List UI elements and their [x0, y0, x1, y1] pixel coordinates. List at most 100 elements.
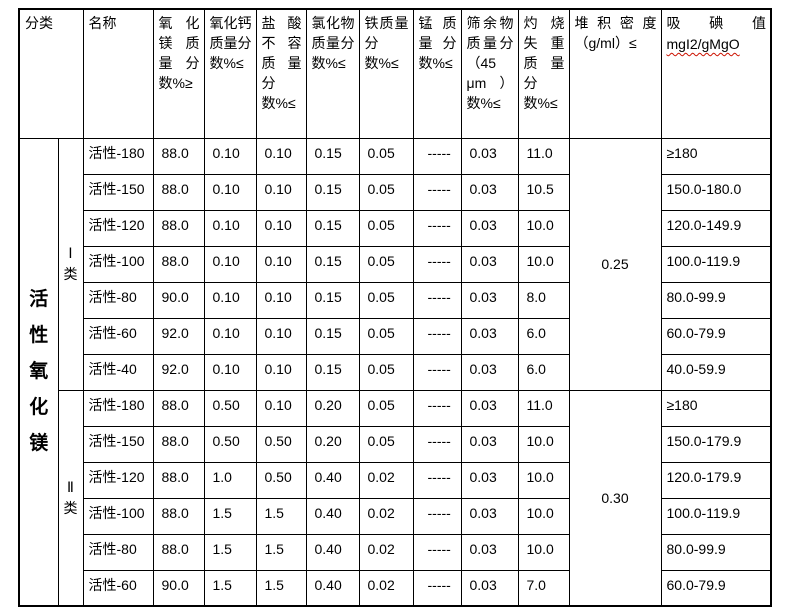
header-cao: 氧化钙质量分数%≤: [203, 8, 257, 139]
cell-sieve: 0.03: [460, 173, 519, 211]
header-loss-label: 灼烧失重质量分数%≤: [523, 15, 565, 111]
cell-mgo: 88.0: [152, 173, 205, 211]
header-cao-label: 氧化钙质量分数%≤: [209, 15, 252, 71]
header-sieve-residue: 筛余物质量分（45 μm）数%≤: [460, 8, 519, 139]
cell-sieve: 0.03: [460, 281, 519, 319]
cell-iodine: 150.0-180.0: [660, 173, 772, 211]
cell-iodine: 120.0-179.9: [660, 461, 772, 499]
header-iron-label: 铁质量分数%≤: [364, 15, 409, 71]
cell-loss: 10.0: [517, 209, 570, 247]
cell-cl: 0.40: [305, 533, 360, 571]
cell-mn: -----: [412, 317, 462, 355]
cell-iodine: 60.0-79.9: [660, 317, 772, 355]
header-bulk-density-unit: （g/ml）≤: [574, 35, 637, 51]
cell-cao: 1.5: [203, 569, 257, 607]
cell-name: 活性-180: [82, 389, 154, 427]
cell-mn: -----: [412, 353, 462, 391]
cell-cl: 0.15: [305, 317, 360, 355]
cell-cl: 0.15: [305, 173, 360, 211]
table-header: 分类 名称 氧化镁质量分数%≥ 氧化钙质量分数%≤ 盐酸不容质量分数%≤ 氯化物…: [18, 8, 772, 139]
cell-mgo: 88.0: [152, 425, 205, 463]
header-mgo-label: 氧化镁质量分数%≥: [158, 15, 200, 91]
cell-iodine: 80.0-99.9: [660, 533, 772, 571]
cell-hcl: 0.50: [255, 461, 307, 499]
cell-iodine: 150.0-179.9: [660, 425, 772, 463]
cell-mgo: 90.0: [152, 281, 205, 319]
cell-iodine: 80.0-99.9: [660, 281, 772, 319]
cell-loss: 11.0: [517, 137, 570, 175]
cell-name: 活性-80: [82, 533, 154, 571]
header-name: 名称: [82, 8, 154, 139]
cell-hcl: 1.5: [255, 569, 307, 607]
cell-sieve: 0.03: [460, 353, 519, 391]
table-row: 活性-40 92.0 0.10 0.10 0.15 0.05 ----- 0.03 6.0 40.…: [19, 353, 772, 391]
cell-mn: -----: [412, 245, 462, 283]
category-cell: 活性氧化镁: [18, 137, 59, 607]
cell-hcl: 0.10: [255, 173, 307, 211]
cell-loss: 8.0: [517, 281, 570, 319]
cell-cl: 0.40: [305, 569, 360, 607]
cell-fe: 0.02: [358, 461, 414, 499]
cell-fe: 0.02: [358, 497, 414, 535]
header-hcl-insoluble: 盐酸不容质量分数%≤: [255, 8, 307, 139]
cell-name: 活性-100: [82, 497, 154, 535]
cell-cao: 0.10: [203, 317, 257, 355]
cell-loss: 10.0: [517, 425, 570, 463]
cell-cl: 0.15: [305, 353, 360, 391]
cell-sieve: 0.03: [460, 533, 519, 571]
header-ignition-loss: 灼烧失重质量分数%≤: [517, 8, 570, 139]
cell-cao: 1.0: [203, 461, 257, 499]
cell-name: 活性-60: [82, 569, 154, 607]
cell-cao: 0.50: [203, 389, 257, 427]
cell-cl: 0.20: [305, 425, 360, 463]
cell-iodine: 100.0-119.9: [660, 245, 772, 283]
cell-fe: 0.05: [358, 137, 414, 175]
table-row: 活性-100 88.0 0.10 0.10 0.15 0.05 ----- 0.03 10.0 1…: [19, 245, 772, 283]
cell-fe: 0.05: [358, 317, 414, 355]
header-iodine-unit: mgI2/gMgO: [666, 36, 740, 52]
cell-cl: 0.20: [305, 389, 360, 427]
table-row: 活性-100 88.0 1.5 1.5 0.40 0.02 ----- 0.03 10.0 100…: [19, 497, 772, 535]
class-cell: Ⅱ 类: [57, 389, 84, 607]
cell-sieve: 0.03: [460, 569, 519, 607]
cell-hcl: 0.10: [255, 137, 307, 175]
cell-loss: 10.0: [517, 497, 570, 535]
cell-mn: -----: [412, 389, 462, 427]
cell-mgo: 88.0: [152, 461, 205, 499]
table-row: 活性氧化镁 Ⅰ 类活性-180 88.0 0.10 0.10 0.15 0.05 ----- 0…: [18, 137, 772, 607]
cell-iodine: 100.0-119.9: [660, 497, 772, 535]
table-row: Ⅱ 类活性-180 88.0 0.50 0.10 0.20 0.05 ----- 0.03 11…: [19, 389, 772, 607]
cell-cao: 1.5: [203, 533, 257, 571]
cell-mn: -----: [412, 281, 462, 319]
cell-name: 活性-60: [82, 317, 154, 355]
cell-iodine: 120.0-149.9: [660, 209, 772, 247]
cell-loss: 10.0: [517, 245, 570, 283]
cell-mn: -----: [412, 173, 462, 211]
cell-sieve: 0.03: [460, 425, 519, 463]
cell-fe: 0.05: [358, 245, 414, 283]
cell-loss: 7.0: [517, 569, 570, 607]
cell-cao: 0.10: [203, 209, 257, 247]
cell-hcl: 1.5: [255, 497, 307, 535]
table-row: 活性-150 88.0 0.10 0.10 0.15 0.05 ----- 0.03 10.5 1…: [19, 173, 772, 211]
header-iodine-label: 吸碘值: [666, 15, 767, 31]
cell-mn: -----: [412, 497, 462, 535]
cell-mn: -----: [412, 137, 462, 175]
cell-loss: 6.0: [517, 317, 570, 355]
cell-sieve: 0.03: [460, 137, 519, 175]
cell-cao: 1.5: [203, 497, 257, 535]
cell-iodine: 60.0-79.9: [660, 569, 772, 607]
cell-name: 活性-180: [82, 137, 154, 175]
cell-fe: 0.05: [358, 389, 414, 427]
cell-mgo: 88.0: [152, 209, 205, 247]
header-category-label: 分类: [25, 15, 53, 31]
header-manganese: 锰质量分数%≤: [412, 8, 462, 139]
cell-cao: 0.10: [203, 137, 257, 175]
cell-cao: 0.10: [203, 245, 257, 283]
header-bulk-density: 堆积密度 （g/ml）≤: [568, 8, 662, 139]
cell-cl: 0.15: [305, 209, 360, 247]
header-iron: 铁质量分数%≤: [358, 8, 414, 139]
cell-sieve: 0.03: [460, 209, 519, 247]
header-iodine-value: 吸碘值 mgI2/gMgO: [660, 8, 772, 139]
